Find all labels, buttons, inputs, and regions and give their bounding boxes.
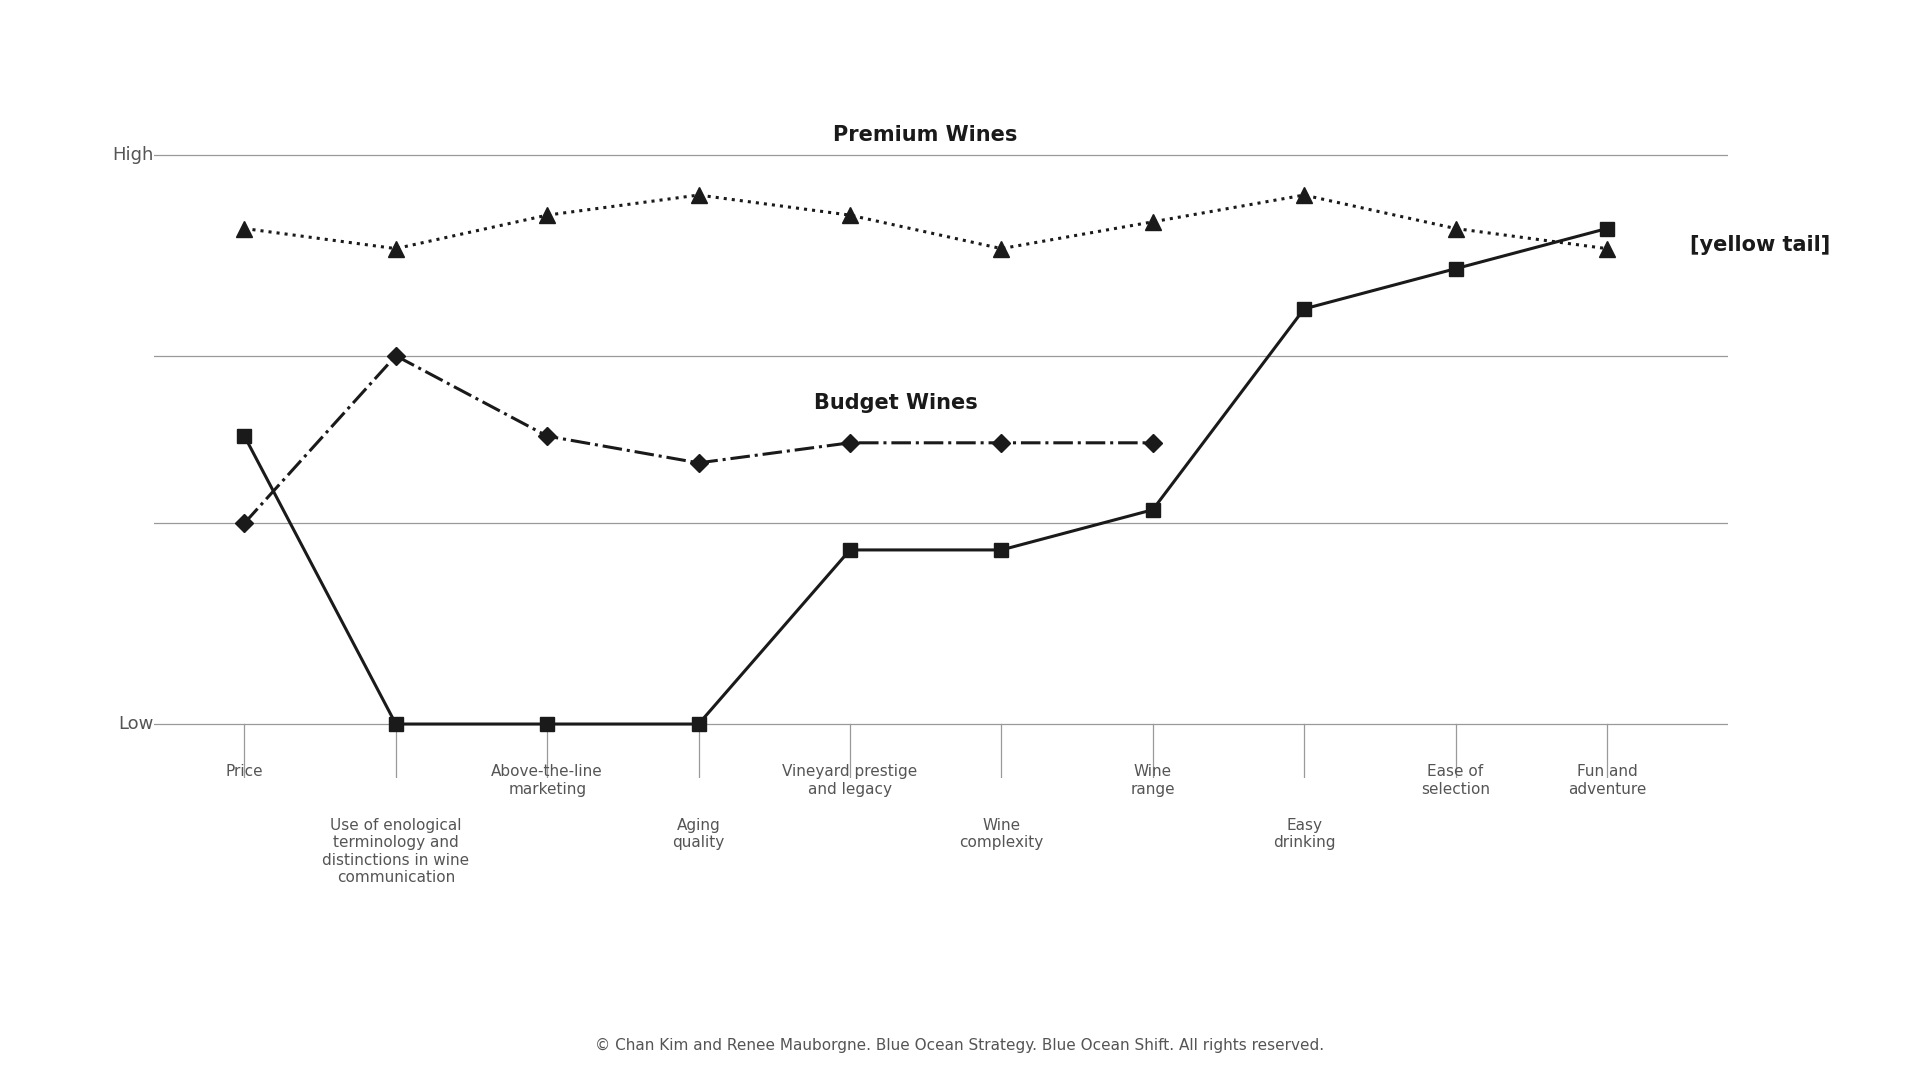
Text: Use of enological
terminology and
distinctions in wine
communication: Use of enological terminology and distin… — [323, 818, 468, 885]
Text: Ease of
selection: Ease of selection — [1421, 765, 1490, 797]
Text: Low: Low — [119, 715, 154, 733]
Text: [yellow tail]: [yellow tail] — [1690, 235, 1830, 255]
Text: Premium Wines: Premium Wines — [833, 125, 1018, 145]
Text: Price: Price — [227, 765, 263, 779]
Text: Wine
complexity: Wine complexity — [960, 818, 1043, 850]
Text: Fun and
adventure: Fun and adventure — [1569, 765, 1645, 797]
Text: Vineyard prestige
and legacy: Vineyard prestige and legacy — [781, 765, 918, 797]
Text: Above-the-line
marketing: Above-the-line marketing — [492, 765, 603, 797]
Text: © Chan Kim and Renee Mauborgne. Blue Ocean Strategy. Blue Ocean Shift. All right: © Chan Kim and Renee Mauborgne. Blue Oce… — [595, 1038, 1325, 1053]
Text: Wine
range: Wine range — [1131, 765, 1175, 797]
Text: High: High — [111, 146, 154, 164]
Text: Easy
drinking: Easy drinking — [1273, 818, 1336, 850]
Text: Budget Wines: Budget Wines — [814, 393, 977, 413]
Text: Aging
quality: Aging quality — [672, 818, 724, 850]
